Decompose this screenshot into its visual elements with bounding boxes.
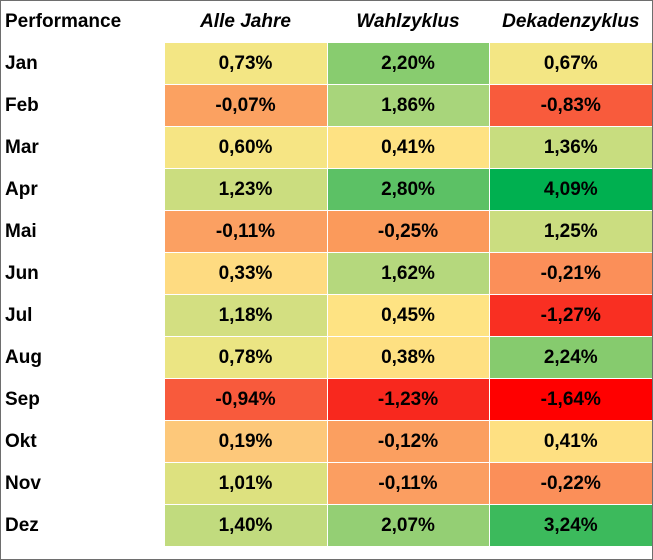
header-performance[interactable]: Performance [1, 1, 165, 43]
cell-alle-jahre[interactable]: 0,19% [163, 420, 328, 463]
cell-dekadenzyklus[interactable]: 0,67% [488, 42, 652, 85]
cell-alle-jahre[interactable]: 0,73% [163, 42, 328, 85]
table-row: Dez 1,40% 2,07% 3,24% [1, 504, 652, 546]
cell-wahlzyklus[interactable]: -0,12% [326, 420, 490, 463]
table-row: Nov 1,01% -0,11% -0,22% [1, 462, 652, 505]
month-label[interactable]: Mar [1, 126, 165, 169]
table-row: Sep -0,94% -1,23% -1,64% [1, 378, 652, 421]
cell-dekadenzyklus[interactable]: -0,21% [488, 252, 652, 295]
month-label[interactable]: Apr [1, 168, 165, 211]
month-label[interactable]: Nov [1, 462, 165, 505]
cell-wahlzyklus[interactable]: 2,20% [326, 42, 490, 85]
cell-alle-jahre[interactable]: 0,78% [163, 336, 328, 379]
cell-wahlzyklus[interactable]: 0,38% [326, 336, 490, 379]
cell-dekadenzyklus[interactable]: 3,24% [488, 504, 652, 546]
cell-dekadenzyklus[interactable]: -1,27% [488, 294, 652, 337]
cell-alle-jahre[interactable]: -0,11% [163, 210, 328, 253]
cell-alle-jahre[interactable]: 1,18% [163, 294, 328, 337]
table-row: Feb -0,07% 1,86% -0,83% [1, 84, 652, 127]
table-body: Jan 0,73% 2,20% 0,67% Feb -0,07% 1,86% -0,83% Ma… [1, 42, 652, 546]
month-label[interactable]: Aug [1, 336, 165, 379]
month-label[interactable]: Feb [1, 84, 165, 127]
cell-dekadenzyklus[interactable]: -0,83% [488, 84, 652, 127]
header-alle-jahre[interactable]: Alle Jahre [163, 1, 328, 43]
cell-dekadenzyklus[interactable]: 1,36% [488, 126, 652, 169]
table-row: Jul 1,18% 0,45% -1,27% [1, 294, 652, 337]
cell-alle-jahre[interactable]: 1,40% [163, 504, 328, 546]
cell-wahlzyklus[interactable]: 1,86% [326, 84, 490, 127]
table-row: Aug 0,78% 0,38% 2,24% [1, 336, 652, 379]
header-dekadenzyklus[interactable]: Dekadenzyklus [488, 1, 652, 43]
month-label[interactable]: Jan [1, 42, 165, 85]
month-label[interactable]: Jun [1, 252, 165, 295]
cell-dekadenzyklus[interactable]: -1,64% [488, 378, 652, 421]
cell-alle-jahre[interactable]: 1,23% [163, 168, 328, 211]
cell-wahlzyklus[interactable]: -1,23% [326, 378, 490, 421]
header-wahlzyklus[interactable]: Wahlzyklus [326, 1, 490, 43]
month-label[interactable]: Mai [1, 210, 165, 253]
cell-dekadenzyklus[interactable]: 1,25% [488, 210, 652, 253]
month-label[interactable]: Dez [1, 504, 165, 546]
table-row: Mar 0,60% 0,41% 1,36% [1, 126, 652, 169]
table-row: Apr 1,23% 2,80% 4,09% [1, 168, 652, 211]
table-row: Jan 0,73% 2,20% 0,67% [1, 42, 652, 85]
month-label[interactable]: Sep [1, 378, 165, 421]
cell-wahlzyklus[interactable]: 0,45% [326, 294, 490, 337]
cell-wahlzyklus[interactable]: -0,11% [326, 462, 490, 505]
cell-dekadenzyklus[interactable]: 4,09% [488, 168, 652, 211]
performance-table: Performance Alle Jahre Wahlzyklus Dekade… [1, 1, 652, 546]
table-row: Jun 0,33% 1,62% -0,21% [1, 252, 652, 295]
cell-alle-jahre[interactable]: -0,07% [163, 84, 328, 127]
cell-alle-jahre[interactable]: 0,33% [163, 252, 328, 295]
cell-dekadenzyklus[interactable]: 2,24% [488, 336, 652, 379]
cell-wahlzyklus[interactable]: 1,62% [326, 252, 490, 295]
month-label[interactable]: Okt [1, 420, 165, 463]
table-row: Okt 0,19% -0,12% 0,41% [1, 420, 652, 463]
cell-wahlzyklus[interactable]: 2,07% [326, 504, 490, 546]
cell-wahlzyklus[interactable]: -0,25% [326, 210, 490, 253]
cell-alle-jahre[interactable]: -0,94% [163, 378, 328, 421]
cell-alle-jahre[interactable]: 1,01% [163, 462, 328, 505]
cell-dekadenzyklus[interactable]: -0,22% [488, 462, 652, 505]
cell-wahlzyklus[interactable]: 0,41% [326, 126, 490, 169]
table-row: Mai -0,11% -0,25% 1,25% [1, 210, 652, 253]
cell-wahlzyklus[interactable]: 2,80% [326, 168, 490, 211]
month-label[interactable]: Jul [1, 294, 165, 337]
cell-dekadenzyklus[interactable]: 0,41% [488, 420, 652, 463]
cell-alle-jahre[interactable]: 0,60% [163, 126, 328, 169]
header-row: Performance Alle Jahre Wahlzyklus Dekade… [1, 1, 652, 43]
